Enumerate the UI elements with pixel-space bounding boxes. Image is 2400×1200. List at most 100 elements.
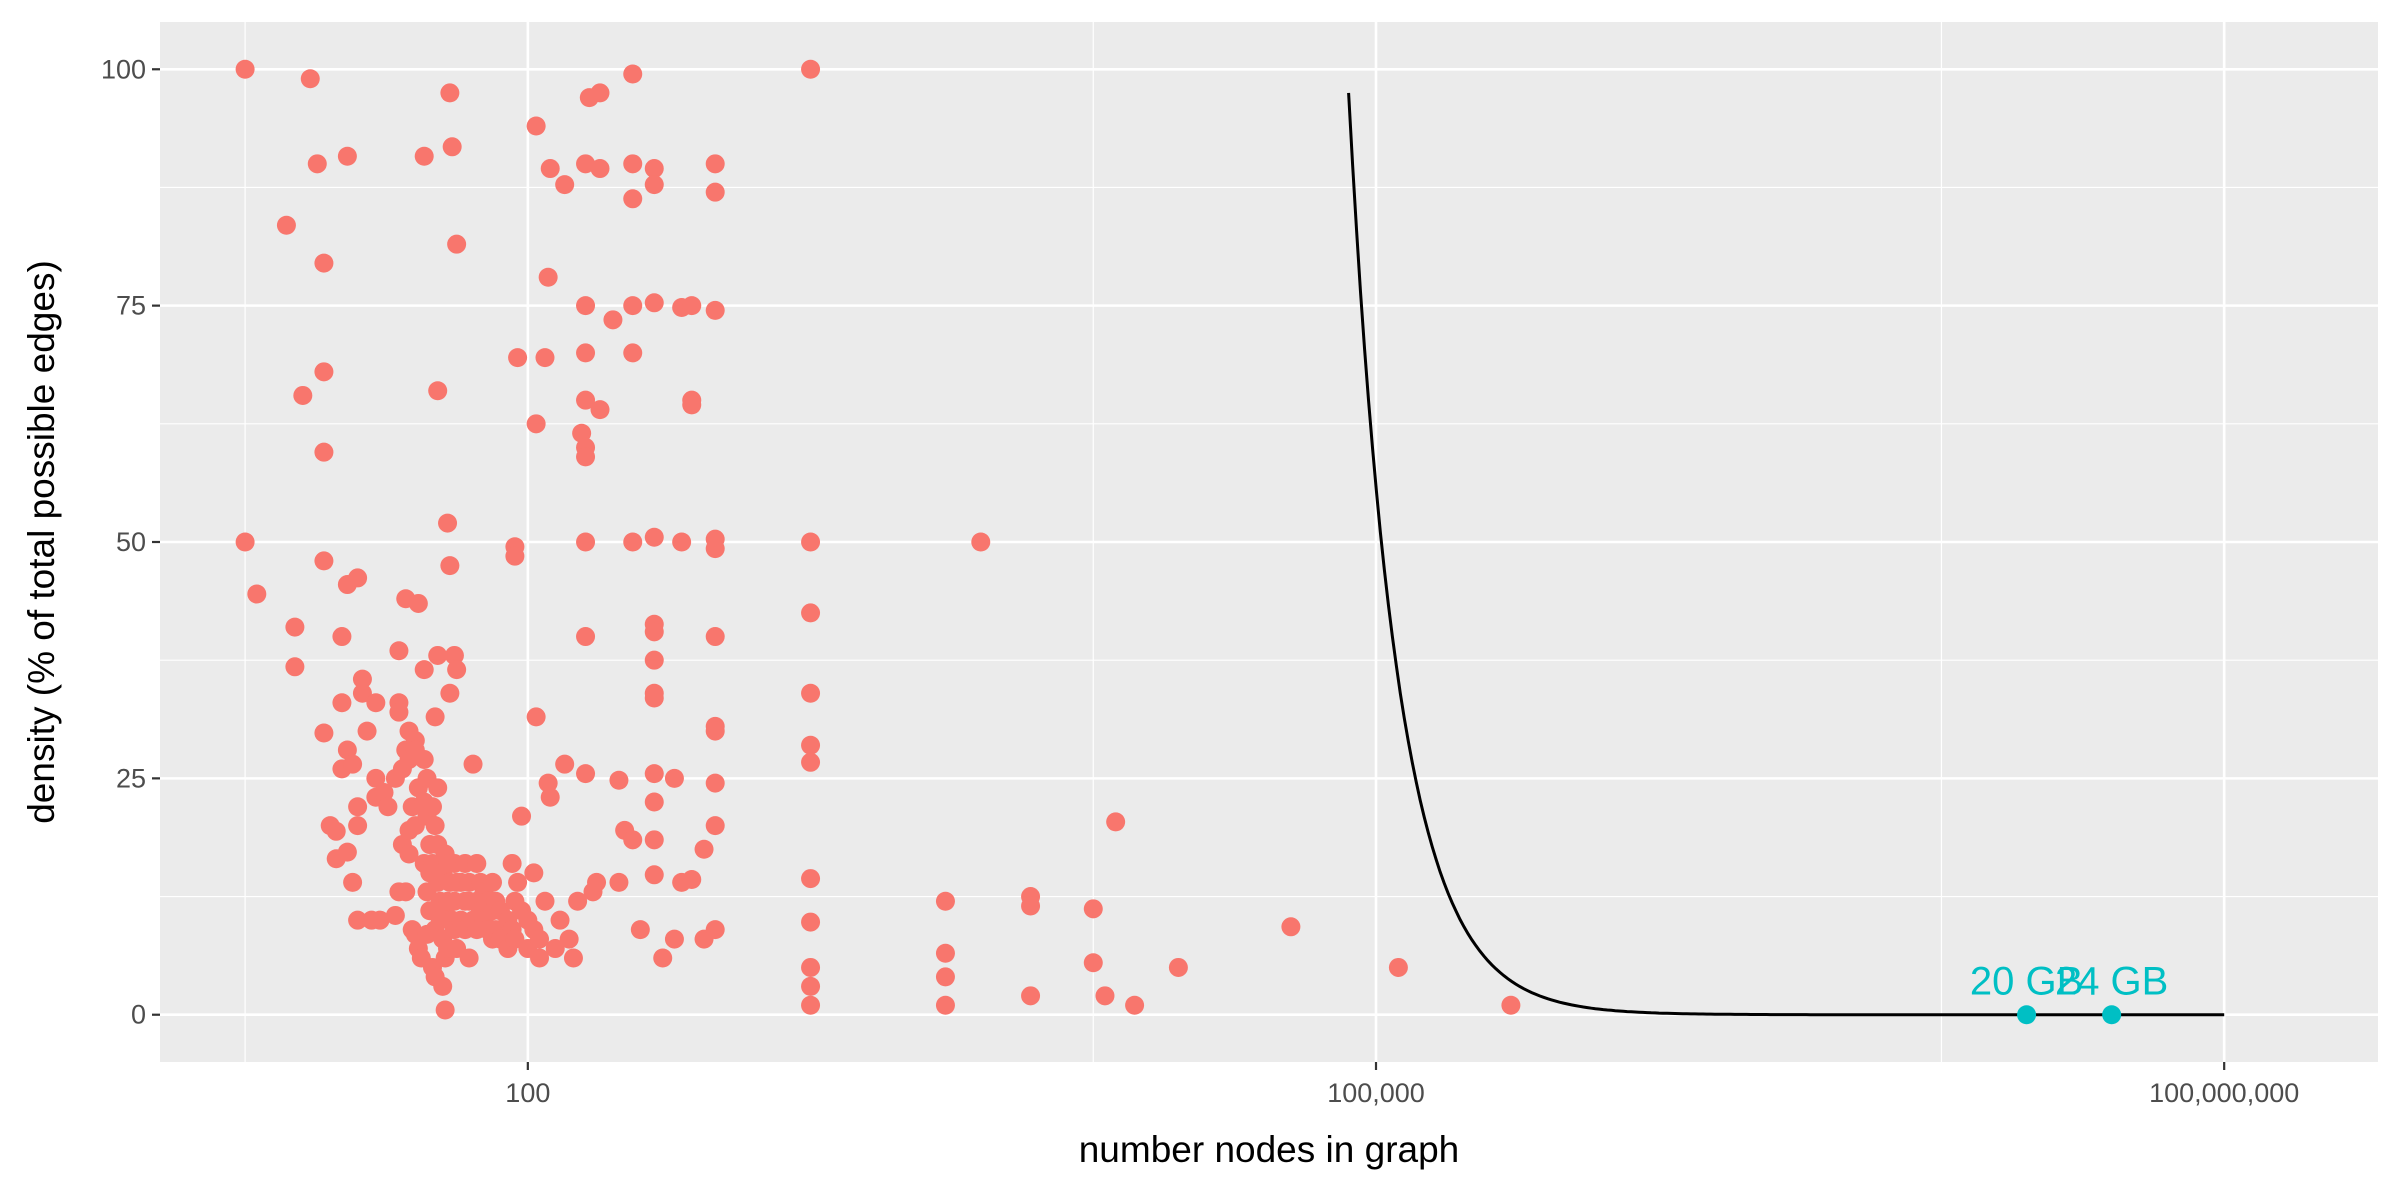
data-point xyxy=(705,773,725,793)
data-point xyxy=(623,64,643,84)
data-point xyxy=(801,532,821,552)
data-point xyxy=(389,702,409,722)
data-point xyxy=(705,539,725,559)
data-point xyxy=(705,182,725,202)
data-point xyxy=(508,348,528,368)
data-point xyxy=(935,967,955,987)
y-tick-label: 100 xyxy=(101,54,146,84)
data-point xyxy=(935,995,955,1015)
data-point xyxy=(609,770,629,790)
data-point xyxy=(682,870,702,890)
threshold-curve-layer xyxy=(1347,92,2225,1017)
data-point xyxy=(801,603,821,623)
data-point xyxy=(801,869,821,889)
data-point xyxy=(414,749,434,769)
data-point xyxy=(422,797,442,817)
data-point xyxy=(366,768,386,788)
data-point xyxy=(1095,986,1115,1006)
data-point xyxy=(705,816,725,836)
data-point xyxy=(440,83,460,103)
data-point xyxy=(396,882,416,902)
data-point xyxy=(326,821,346,841)
data-point xyxy=(576,296,596,316)
data-point xyxy=(314,551,334,571)
data-point xyxy=(399,844,419,864)
y-tick-label: 0 xyxy=(131,1000,146,1030)
data-point xyxy=(538,267,558,287)
data-point xyxy=(307,154,327,174)
data-point xyxy=(559,929,579,949)
data-point xyxy=(332,693,352,713)
data-point xyxy=(435,1000,455,1020)
data-point xyxy=(568,891,588,911)
y-tick-label: 50 xyxy=(116,527,146,557)
data-point xyxy=(644,293,664,313)
data-point xyxy=(530,929,550,949)
data-point xyxy=(447,660,467,680)
data-point xyxy=(314,362,334,382)
data-point xyxy=(623,296,643,316)
data-point xyxy=(644,830,664,850)
data-point xyxy=(459,948,479,968)
data-point xyxy=(576,532,596,552)
data-point xyxy=(293,385,313,405)
data-point xyxy=(352,669,372,689)
data-point xyxy=(682,395,702,415)
data-point xyxy=(348,816,368,836)
data-point xyxy=(653,948,673,968)
data-point xyxy=(526,414,546,434)
data-point xyxy=(440,683,460,703)
data-point xyxy=(414,660,434,680)
data-point xyxy=(467,853,487,873)
data-point xyxy=(563,948,583,968)
data-point xyxy=(314,253,334,273)
data-point xyxy=(644,764,664,784)
memory-annotation: 20 GB xyxy=(1970,960,2083,1004)
x-axis-title: number nodes in graph xyxy=(1079,1129,1460,1170)
data-point xyxy=(235,532,255,552)
data-point xyxy=(623,532,643,552)
data-point xyxy=(623,154,643,174)
data-point xyxy=(644,650,664,670)
data-point xyxy=(644,527,664,547)
data-point xyxy=(644,622,664,642)
data-point xyxy=(630,920,650,940)
x-tick-label: 100,000 xyxy=(1327,1078,1425,1108)
data-point xyxy=(433,976,453,996)
data-point xyxy=(705,721,725,741)
data-point xyxy=(438,513,458,533)
data-point xyxy=(357,721,377,741)
data-point xyxy=(408,593,428,613)
data-point xyxy=(623,830,643,850)
data-point xyxy=(801,957,821,977)
data-point xyxy=(414,146,434,166)
data-point xyxy=(555,754,575,774)
data-point xyxy=(935,891,955,911)
data-point xyxy=(1021,896,1041,916)
data-point xyxy=(428,381,448,401)
data-point xyxy=(935,943,955,963)
data-point xyxy=(545,939,565,959)
threshold-curve xyxy=(1347,92,2225,1017)
y-axis: 0 25 50 75 100 xyxy=(101,54,160,1030)
data-point xyxy=(535,891,555,911)
highlight-point xyxy=(2102,1005,2122,1025)
data-point xyxy=(576,627,596,647)
data-point xyxy=(576,447,596,467)
data-point xyxy=(442,137,462,157)
data-point xyxy=(425,816,445,836)
data-point xyxy=(348,568,368,588)
data-point xyxy=(526,707,546,727)
x-tick-label: 100 xyxy=(505,1078,550,1108)
x-tick-label: 100,000,000 xyxy=(2149,1078,2299,1108)
data-point xyxy=(587,872,607,892)
data-point xyxy=(366,693,386,713)
data-point xyxy=(440,556,460,576)
data-point xyxy=(644,175,664,195)
data-point xyxy=(540,159,560,179)
data-point xyxy=(352,683,372,703)
data-point xyxy=(337,842,357,862)
